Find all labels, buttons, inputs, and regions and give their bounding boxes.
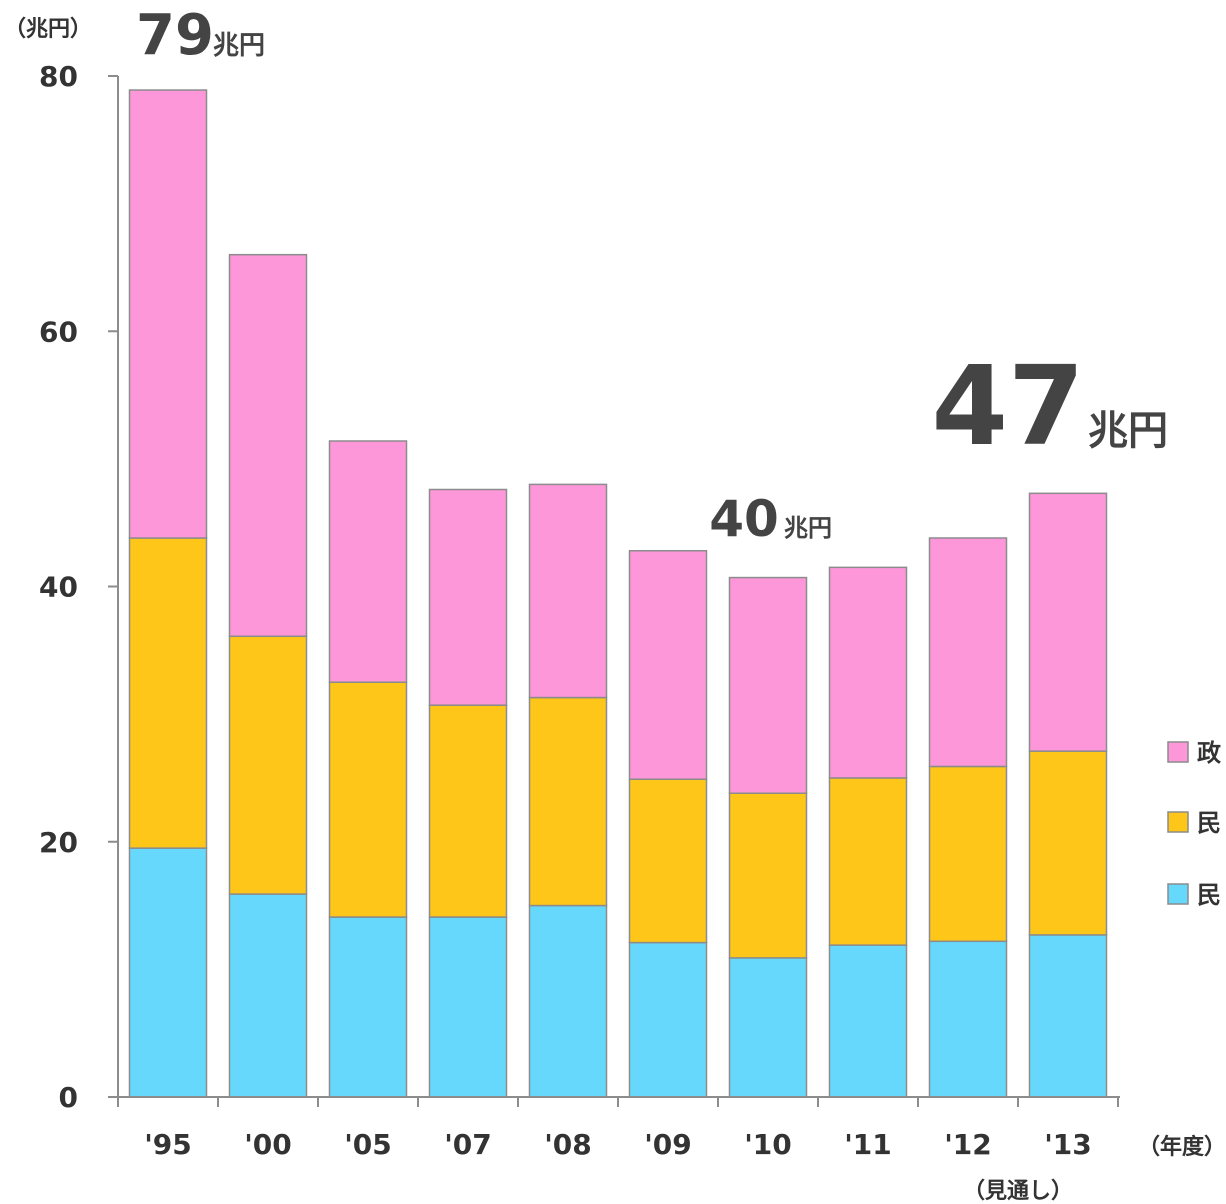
bar-segment-series2-0: [128, 89, 208, 539]
x-axis-unit: （年度）: [1138, 1134, 1226, 1160]
y-tick-label: 0: [59, 1081, 78, 1114]
bar-segment-series0-3: [428, 916, 508, 1098]
legend-swatch-series0: [1167, 883, 1189, 905]
bar-segment-series0-9: [1028, 934, 1108, 1098]
bars-layer: [128, 89, 1108, 1098]
callout-unit: 兆円: [213, 31, 265, 61]
callout-unit: 兆円: [784, 514, 832, 542]
bar-segment-series1-8: [928, 765, 1008, 943]
bar-segment-series2-9: [1028, 492, 1108, 752]
bar-segment-series1-9: [1028, 750, 1108, 936]
legend-label: 民: [1197, 809, 1221, 837]
y-tick-label: 40: [39, 571, 78, 604]
y-tick-label: 20: [39, 826, 78, 859]
bar-segment-series0-4: [528, 904, 608, 1098]
labels-layer: 0 20 40 60 80 '95 '00 '05 '07 '08 '09 '10 '11 '12 （見通し…: [4, 3, 1226, 1204]
bar-segment-series0-8: [928, 940, 1008, 1098]
x-tick-label: '05: [344, 1128, 392, 1161]
x-tick-label: '10: [744, 1128, 792, 1161]
bar-segment-series0-6: [728, 957, 808, 1098]
bar-segment-series1-0: [128, 537, 208, 849]
legend-label: 民: [1197, 881, 1221, 909]
bar-segment-series1-4: [528, 696, 608, 907]
callout-unit: 兆円: [1088, 408, 1168, 454]
y-tick-label: 60: [39, 315, 78, 348]
bar-segment-series0-5: [628, 941, 708, 1098]
axes-layer: [108, 75, 1120, 1107]
bar-segment-series2-8: [928, 537, 1008, 768]
bar-segment-series0-7: [828, 944, 908, 1098]
legend-label: 政: [1197, 739, 1221, 767]
y-axis-unit: （兆円）: [4, 17, 92, 42]
bar-segment-series1-1: [228, 635, 308, 895]
y-tick-label: 80: [39, 60, 78, 93]
bar-segment-series2-3: [428, 488, 508, 706]
x-tick-label: '12: [944, 1128, 992, 1161]
bar-segment-series0-1: [228, 893, 308, 1098]
callout-value: 79: [136, 3, 214, 68]
bar-segment-series2-2: [328, 440, 408, 683]
x-tick-label: '07: [444, 1128, 492, 1161]
x-tick-label: '95: [144, 1128, 192, 1161]
bar-segment-series1-7: [828, 777, 908, 946]
x-tick-label: '09: [644, 1128, 692, 1161]
x-tick-label: '11: [844, 1128, 892, 1161]
legend-swatch-series1: [1167, 811, 1189, 833]
bar-segment-series2-6: [728, 576, 808, 795]
bar-segment-series1-5: [628, 778, 708, 944]
bar-segment-series1-6: [728, 792, 808, 959]
bar-segment-series0-2: [328, 916, 408, 1098]
legend-swatch-series2: [1167, 741, 1189, 763]
bar-segment-series0-0: [128, 847, 208, 1098]
bar-segment-series2-1: [228, 253, 308, 638]
x-tick-label: '08: [544, 1128, 592, 1161]
bar-segment-series2-5: [628, 550, 708, 780]
bar-segment-series2-4: [528, 483, 608, 699]
x-tick-label: '00: [244, 1128, 292, 1161]
x-tick-label: '13: [1044, 1128, 1092, 1161]
callout-value: 47: [931, 342, 1084, 470]
bar-segment-series1-2: [328, 681, 408, 918]
callout-value: 40: [709, 490, 779, 548]
bar-segment-series2-7: [828, 566, 908, 779]
legend: 政民民: [1167, 739, 1221, 909]
x-tick-note: （見通し）: [963, 1179, 1073, 1204]
bar-segment-series1-3: [428, 704, 508, 918]
